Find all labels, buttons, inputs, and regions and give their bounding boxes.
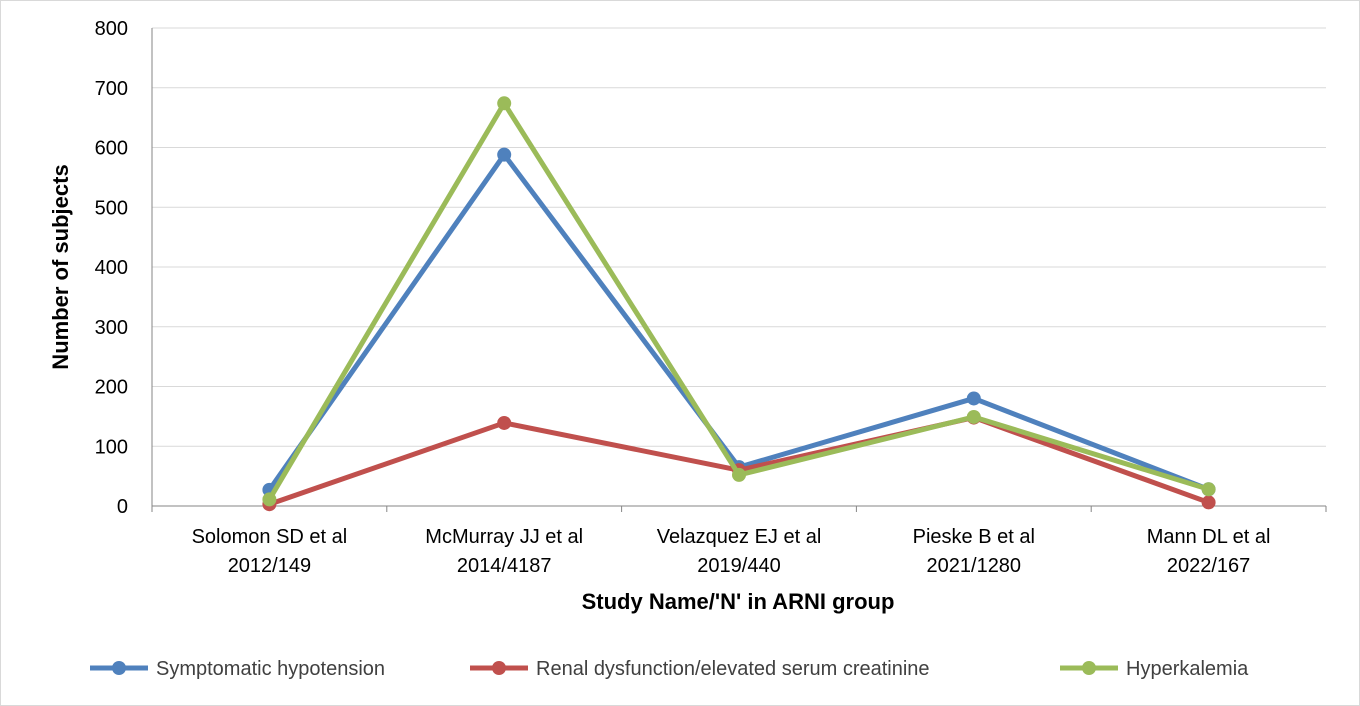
legend-item: Symptomatic hypotension [90,658,385,680]
y-tick-label: 800 [95,18,128,40]
data-point [966,391,981,406]
axes: 0 100 200 300 400 500 600 700 800 Solomon SD et a… [95,18,1327,577]
y-tick-label: 300 [95,317,128,339]
x-tick-label: McMurray JJ et al [425,526,583,548]
data-point [262,492,277,507]
data-point [1201,482,1216,497]
x-axis-title: Study Name/'N' in ARNI group [582,589,895,614]
legend-marker [1082,661,1096,675]
data-point [497,415,512,430]
y-tick-label: 0 [117,496,128,518]
legend-item: Hyperkalemia [1060,658,1249,680]
legend-marker [112,661,126,675]
series-layer [262,96,1216,512]
legend-label: Hyperkalemia [1126,658,1249,680]
y-tick-label: 500 [95,197,128,219]
data-point [1201,495,1216,510]
y-tick-label: 100 [95,436,128,458]
legend-label: Renal dysfunction/elevated serum creatin… [536,658,930,680]
legend-label: Symptomatic hypotension [156,658,385,680]
legend-marker [492,661,506,675]
data-point [497,147,512,162]
data-point [732,467,746,482]
x-tick-label: 2022/167 [1167,555,1250,577]
y-tick-label: 200 [95,377,128,399]
x-tick-label: 2019/440 [697,555,780,577]
x-tick-label: Pieske B et al [913,526,1035,548]
data-point [966,409,981,424]
legend-item: Renal dysfunction/elevated serum creatin… [470,658,930,680]
x-tick-label: Solomon SD et al [192,526,348,548]
y-tick-label: 400 [95,257,128,279]
series-group [262,96,1216,507]
y-tick-label: 700 [95,78,128,100]
x-tick-label: Mann DL et al [1147,526,1271,548]
gridlines [152,27,1326,447]
legend: Symptomatic hypotension Renal dysfunction… [90,658,1249,680]
x-tick-label: 2012/149 [228,555,311,577]
x-tick-label: 2014/4187 [457,555,552,577]
y-tick-label: 600 [95,138,128,160]
y-axis-title: Number of subjects [48,164,73,369]
x-tick-label: Velazquez EJ et al [657,526,822,548]
x-tick-label: 2021/1280 [927,555,1022,577]
data-point [497,96,512,111]
